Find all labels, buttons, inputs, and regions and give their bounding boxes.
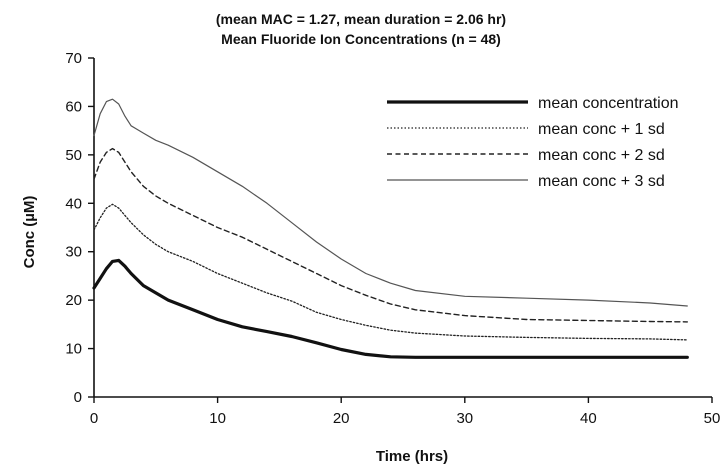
x-tick-label: 50 <box>704 410 721 427</box>
x-tick-label: 40 <box>580 410 597 427</box>
x-tick-label: 10 <box>209 410 226 427</box>
series-line-mean-conc-1-sd <box>93 203 688 341</box>
legend-label-mean-conc-2-sd: mean conc + 2 sd <box>538 147 665 164</box>
x-tick-label: 0 <box>90 410 98 427</box>
x-tick-label: 30 <box>456 410 473 427</box>
y-tick-label: 70 <box>65 50 82 67</box>
chart-title-line-2: Mean Fluoride Ion Concentrations (n = 48… <box>221 31 501 47</box>
x-axis-label: Time (hrs) <box>376 448 448 465</box>
x-tick-label: 20 <box>333 410 350 427</box>
series-line-mean-concentration <box>92 258 689 359</box>
y-tick-label: 0 <box>74 389 82 406</box>
y-tick-label: 50 <box>65 147 82 164</box>
x-ticks: 0 10 20 30 40 50 <box>90 397 721 427</box>
y-axis-label: Conc (µM) <box>21 196 38 269</box>
series-lines <box>92 98 689 359</box>
y-ticks: 0 10 20 30 40 50 60 70 <box>65 50 94 406</box>
y-tick-label: 20 <box>65 292 82 309</box>
axes: 0 10 20 30 40 50 60 70 0 10 20 30 40 50 <box>65 50 720 427</box>
chart-title-line-1: (mean MAC = 1.27, mean duration = 2.06 h… <box>216 11 506 27</box>
legend-label-mean-conc-1-sd: mean conc + 1 sd <box>538 121 665 138</box>
legend: mean concentration mean conc + 1 sd mean c… <box>387 95 679 190</box>
series-line-mean-conc-2-sd <box>93 147 688 323</box>
legend-label-mean-conc-3-sd: mean conc + 3 sd <box>538 173 665 190</box>
y-tick-label: 10 <box>65 341 82 358</box>
series-line-mean-conc-3-sd <box>93 98 688 307</box>
y-tick-label: 60 <box>65 98 82 115</box>
y-tick-label: 30 <box>65 244 82 261</box>
legend-label-mean-concentration: mean concentration <box>538 95 679 112</box>
y-tick-label: 40 <box>65 195 82 212</box>
